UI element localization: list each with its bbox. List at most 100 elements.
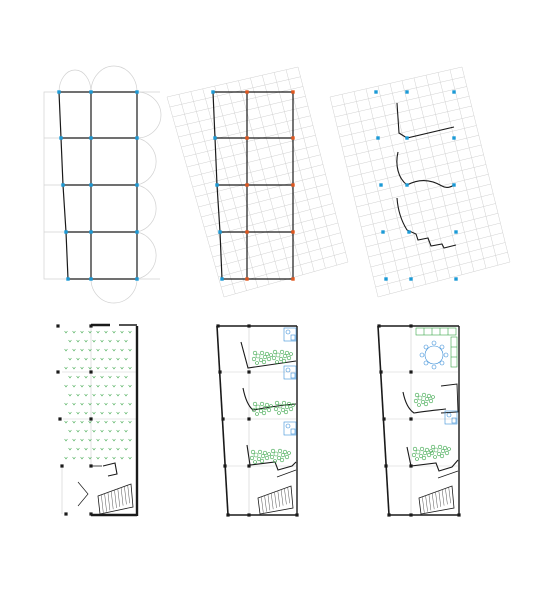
bathroom-fixtures (283, 327, 297, 436)
plant-cluster (274, 400, 280, 406)
plant-cluster (415, 457, 419, 461)
stair-tread (127, 485, 130, 504)
plant-cluster (270, 448, 276, 454)
wc (290, 428, 296, 435)
stair-tread (428, 494, 432, 511)
panel-plan-two-rooms (377, 324, 461, 517)
plant-cluster (258, 357, 264, 363)
plant-mark (96, 456, 100, 460)
plant-cluster (275, 360, 279, 364)
plant-mark (92, 339, 96, 343)
plant-cluster (424, 447, 430, 453)
plant-cluster (267, 452, 271, 456)
column (89, 512, 93, 516)
plant-cluster (264, 351, 270, 357)
plant-mark (84, 447, 88, 451)
column (409, 513, 413, 517)
plant-mark (92, 357, 96, 361)
plant-mark (92, 375, 96, 379)
grid-line (337, 96, 470, 128)
grid-line (175, 96, 306, 128)
column (247, 464, 251, 468)
plant-mark (116, 429, 120, 433)
plant-mark (108, 447, 112, 451)
plant-mark (68, 429, 72, 433)
grid-node (64, 230, 68, 234)
plant-mark (128, 384, 132, 388)
plant-mark (80, 330, 84, 334)
plant-mark (104, 330, 108, 334)
plant-cluster (266, 407, 272, 413)
plant-mark (124, 339, 128, 343)
plant-cluster (264, 455, 270, 461)
plant-mark (100, 447, 104, 451)
plant-cluster (250, 449, 256, 455)
plant-mark (96, 330, 100, 334)
grid-node (215, 183, 219, 187)
plant-mark (80, 420, 84, 424)
basin (285, 329, 291, 335)
plant-mark (84, 357, 88, 361)
plant-mark (108, 375, 112, 379)
plant-mark (128, 330, 132, 334)
plant-mark (104, 402, 108, 406)
column (409, 417, 413, 421)
stair-tread (425, 495, 428, 512)
plant-cluster (277, 448, 283, 454)
plant-cluster (276, 455, 282, 461)
column (457, 513, 461, 517)
plant-cluster (417, 403, 421, 407)
plant-mark (72, 366, 76, 370)
stair-treads (261, 487, 290, 513)
plant-mark (68, 375, 72, 379)
plant-cluster (272, 349, 278, 355)
plant-cluster (255, 353, 261, 359)
grid-line (209, 213, 336, 248)
plant-cluster (279, 457, 285, 463)
plant-cluster (259, 458, 265, 464)
column-point (405, 136, 409, 140)
plant-mark (80, 348, 84, 352)
structural-grid (58, 91, 138, 280)
plant-mark (128, 366, 132, 370)
plant-mark (92, 411, 96, 415)
plant-cluster (429, 450, 435, 456)
plant-cluster (273, 406, 279, 412)
grid-line (361, 193, 494, 228)
plant-mark (116, 339, 120, 343)
column (377, 324, 381, 328)
plant-cluster (253, 460, 257, 464)
plant-mark (96, 420, 100, 424)
grid-line (375, 252, 508, 288)
grid-node (135, 230, 139, 234)
grid-line (334, 86, 467, 118)
plant-mark (112, 348, 116, 352)
stair-tread (287, 487, 290, 504)
columns (56, 324, 93, 516)
plant-cluster (269, 454, 275, 460)
plant-mark (116, 393, 120, 397)
plant-cluster (275, 352, 281, 358)
grid-node (218, 230, 222, 234)
plant-mark (104, 384, 108, 388)
stair-tread (124, 486, 127, 505)
stair-tread (422, 496, 425, 513)
grid-line (358, 183, 491, 218)
plant-mark (100, 375, 104, 379)
bathroom-fixtures (444, 410, 458, 425)
plant-cluster (284, 454, 290, 460)
grid-node (59, 136, 63, 140)
plant-cluster (433, 447, 439, 453)
plant-mark (112, 366, 116, 370)
plant-mark (112, 420, 116, 424)
grid-line (346, 135, 479, 168)
plant-mark (128, 348, 132, 352)
plant-mark (64, 366, 68, 370)
plant-mark (88, 366, 92, 370)
plant-cluster (439, 453, 445, 459)
grid-line (181, 115, 311, 148)
plant-cluster (447, 447, 451, 451)
stair-tread (264, 495, 267, 512)
stair-tread (104, 493, 107, 512)
